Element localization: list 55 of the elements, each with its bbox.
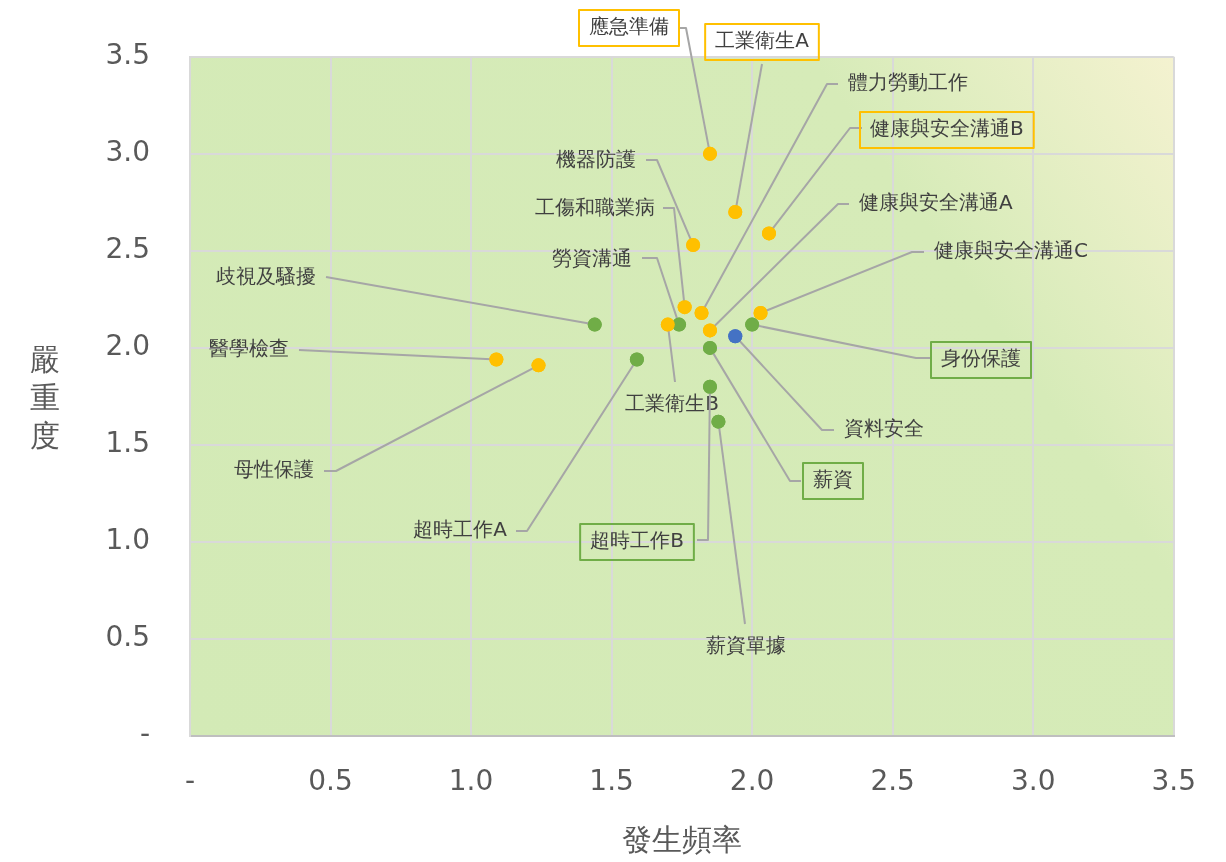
- x-tick-label: 1.5: [589, 764, 634, 798]
- annotation: 健康與安全溝通B: [870, 116, 1024, 141]
- y-tick-label: 3.0: [105, 135, 150, 169]
- x-tick-label: 1.0: [448, 764, 494, 798]
- x-tick-label: 2.0: [729, 764, 775, 798]
- point: [629, 352, 644, 367]
- annotation: 健康與安全溝通A: [859, 190, 1013, 215]
- x-tick-label: 0.5: [308, 764, 353, 798]
- x-tick-label: 2.5: [870, 764, 915, 798]
- annotation: 工業衛生A: [715, 28, 810, 53]
- point: [753, 305, 768, 320]
- point: [702, 379, 717, 394]
- annotation: 醫學檢查: [209, 336, 289, 361]
- annotation: 薪資單據: [706, 633, 786, 658]
- point: [531, 358, 546, 373]
- annotation: 機器防護: [556, 147, 636, 172]
- y-tick-label: 2.5: [105, 232, 150, 266]
- annotation: 勞資溝通: [552, 246, 632, 271]
- point: [686, 238, 701, 253]
- annotation: 母性保護: [234, 457, 314, 482]
- y-axis-title: 嚴重度: [30, 342, 60, 454]
- point: [672, 317, 687, 332]
- point: [728, 329, 743, 344]
- x-tick-label: 3.0: [1010, 764, 1056, 798]
- y-tick-label: -: [139, 717, 150, 751]
- point: [702, 146, 717, 161]
- point: [660, 317, 675, 332]
- y-tick-label: 2.0: [105, 329, 150, 363]
- y-tick-label: 1.5: [105, 426, 150, 460]
- point: [762, 226, 776, 241]
- annotation: 超時工作A: [413, 517, 508, 542]
- point: [489, 352, 504, 367]
- point: [728, 205, 743, 220]
- point: [694, 305, 709, 320]
- x-tick-label: 3.5: [1151, 764, 1196, 798]
- point: [677, 300, 692, 315]
- point: [702, 340, 717, 355]
- x-axis-title: 發生頻率: [621, 821, 742, 857]
- y-tick-label: 3.5: [105, 38, 150, 72]
- point: [702, 323, 717, 338]
- annotation: 應急準備: [589, 14, 669, 39]
- point: [711, 414, 726, 429]
- annotation: 健康與安全溝通C: [934, 238, 1088, 263]
- annotation: 體力勞動工作: [848, 70, 968, 95]
- x-tick-label: -: [184, 764, 196, 798]
- point: [587, 317, 602, 332]
- annotation: 薪資: [813, 467, 853, 492]
- annotation: 工傷和職業病: [535, 195, 655, 220]
- point: [745, 317, 760, 332]
- annotation: 歧視及騷擾: [216, 264, 316, 289]
- annotation: 身份保護: [941, 346, 1021, 371]
- y-tick-label: 1.0: [105, 523, 150, 557]
- annotation: 超時工作B: [590, 528, 684, 553]
- y-tick-label: 0.5: [105, 620, 150, 654]
- annotation: 資料安全: [844, 416, 924, 441]
